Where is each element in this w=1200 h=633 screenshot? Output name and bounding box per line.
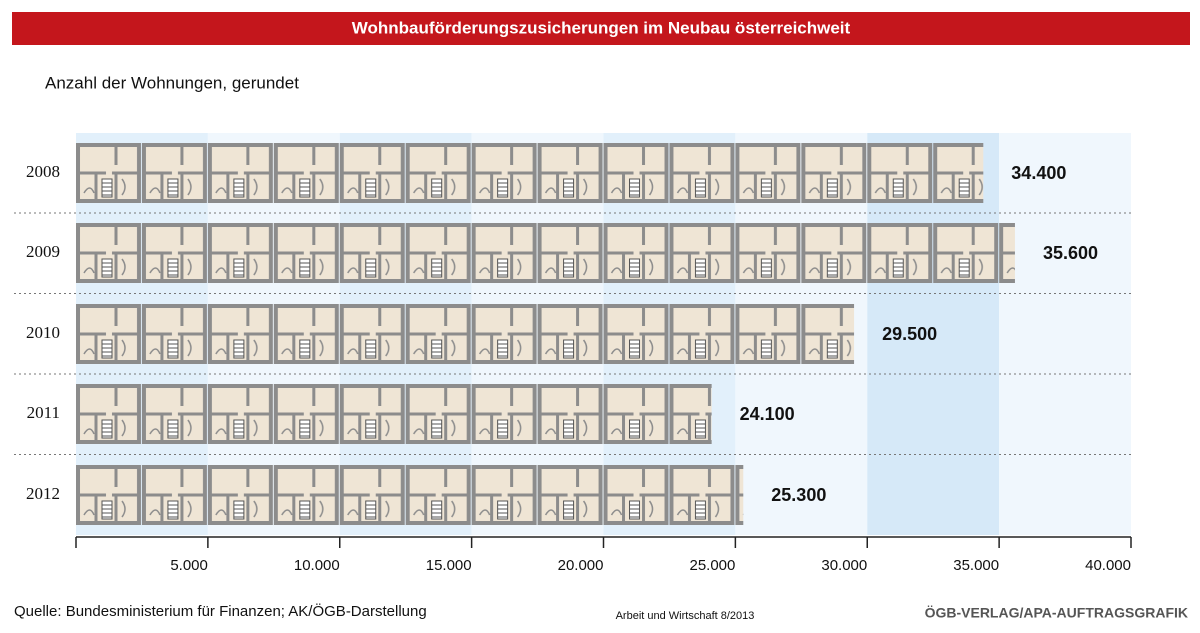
y-tick-label: 2012 xyxy=(26,484,60,503)
value-label: 25.300 xyxy=(771,485,826,505)
bar xyxy=(76,465,744,525)
value-label: 34.400 xyxy=(1011,163,1066,183)
x-tick-label: 15.000 xyxy=(426,557,472,574)
value-label: 29.500 xyxy=(882,324,937,344)
x-tick-label: 20.000 xyxy=(558,557,604,574)
x-tick-label: 5.000 xyxy=(170,557,208,574)
subtitle: Anzahl der Wohnungen, gerundet xyxy=(45,73,299,92)
publication: Arbeit und Wirtschaft 8/2013 xyxy=(616,610,755,622)
x-tick-label: 40.000 xyxy=(1085,557,1131,574)
bar xyxy=(76,223,1015,283)
y-tick-label: 2011 xyxy=(27,403,60,422)
x-tick-label: 10.000 xyxy=(294,557,340,574)
x-tick-label: 30.000 xyxy=(821,557,867,574)
bar xyxy=(76,304,855,364)
chart-title: Wohnbauförderungszusicherungen im Neubau… xyxy=(352,18,851,37)
y-tick-label: 2010 xyxy=(26,323,60,342)
bar xyxy=(76,143,984,203)
y-tick-label: 2008 xyxy=(26,162,60,181)
value-label: 35.600 xyxy=(1043,243,1098,263)
x-tick-label: 35.000 xyxy=(953,557,999,574)
y-tick-label: 2009 xyxy=(26,242,60,261)
value-label: 24.100 xyxy=(740,404,795,424)
bar xyxy=(76,384,712,444)
credit: ÖGB-VERLAG/APA-AUFTRAGSGRAFIK xyxy=(925,605,1188,621)
band xyxy=(999,133,1131,535)
source: Quelle: Bundesministerium für Finanzen; … xyxy=(14,602,427,620)
title-bar xyxy=(12,12,1190,45)
x-tick-label: 25.000 xyxy=(689,557,735,574)
